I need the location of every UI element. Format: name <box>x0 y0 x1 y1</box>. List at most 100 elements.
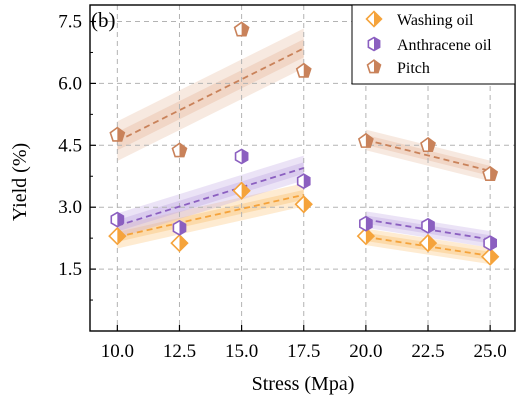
point-s1-1-outline <box>172 219 187 236</box>
point-s1-0-outline <box>110 211 125 228</box>
point-s1-2-half <box>241 149 248 164</box>
point-s2-3-outline <box>295 62 312 78</box>
point-s1-6 <box>483 235 498 252</box>
x-tick-label-6: 25.0 <box>474 341 507 362</box>
point-s2-6-half <box>490 166 498 181</box>
point-s1-3-half <box>303 174 310 189</box>
legend-marker-s0 <box>365 10 383 28</box>
point-s2-1 <box>171 142 188 158</box>
panel-label: (b) <box>91 8 116 32</box>
point-s0-6 <box>480 247 500 266</box>
y-tick-label-3: 6.0 <box>58 73 82 94</box>
point-s2-0 <box>109 126 126 142</box>
point-s1-4-half <box>365 216 372 231</box>
point-s2-4-half <box>365 133 373 148</box>
point-s2-0-half <box>117 127 125 141</box>
legend: Washing oil Anthracene oil Pitch <box>351 4 516 85</box>
point-s0-0-outline <box>108 226 127 246</box>
y-tick-label-0: 1.5 <box>58 259 82 280</box>
point-s0-4 <box>356 226 376 246</box>
point-s0-5-half <box>428 235 437 252</box>
y-tick-label-2: 4.5 <box>58 135 82 156</box>
confidence-band-s1-f0-inner <box>117 162 304 232</box>
legend-label-pitch: Pitch <box>397 60 430 77</box>
fit-line-s0-f0 <box>117 193 304 238</box>
point-s0-1 <box>170 233 189 253</box>
x-tick-label-4: 20.0 <box>349 341 382 362</box>
point-s1-5-half <box>428 218 435 233</box>
point-s0-2-outline <box>232 181 251 200</box>
point-s1-1-half <box>179 220 186 235</box>
point-s0-4-half <box>365 228 374 245</box>
point-s1-0 <box>110 211 125 228</box>
point-s0-3 <box>294 195 313 214</box>
point-s2-5-outline <box>420 136 436 153</box>
x-tick-label-1: 12.5 <box>163 341 196 362</box>
point-s2-6 <box>482 165 499 181</box>
point-s2-5-half <box>428 137 435 152</box>
point-s0-3-half <box>303 196 312 213</box>
legend-marker-s2 <box>366 59 382 74</box>
y-tick-label-4: 7.5 <box>58 12 82 33</box>
data-points <box>108 21 500 266</box>
fit-line-s2-f0 <box>116 47 305 142</box>
point-s0-4-outline <box>356 226 376 246</box>
point-s1-4 <box>359 215 373 232</box>
fit-line-s2-f1 <box>365 139 491 172</box>
y-axis-title: Yield (%) <box>9 143 31 221</box>
point-s2-1-outline <box>171 142 188 158</box>
point-s1-6-half <box>490 236 497 251</box>
x-tick-label-2: 15.0 <box>225 341 258 362</box>
point-s0-1-half <box>179 235 188 252</box>
point-s2-4-outline <box>357 132 374 148</box>
point-s0-0-half <box>117 228 126 245</box>
legend-marker-s1-half <box>374 37 380 51</box>
legend-marker-s2-half <box>374 60 381 73</box>
legend-label-anthracene-oil: Anthracene oil <box>397 37 492 54</box>
legend-marker-s0-outline <box>365 10 383 28</box>
point-s0-2 <box>232 181 251 200</box>
point-s1-3 <box>296 173 311 190</box>
point-s0-2-half <box>241 182 250 199</box>
plot-frame <box>89 4 516 332</box>
point-s1-2-outline <box>234 148 249 165</box>
point-s1-5 <box>421 217 435 234</box>
legend-marker-s1-outline <box>367 36 381 52</box>
x-axis-title: Stress (Mpa) <box>252 373 355 395</box>
point-s2-0-outline <box>109 126 126 142</box>
point-s1-2 <box>234 148 249 165</box>
legend-marker-s2-outline <box>366 59 382 74</box>
point-s0-5-outline <box>418 233 438 253</box>
point-s0-1-outline <box>170 233 189 253</box>
y-tick-label-1: 3.0 <box>58 197 82 218</box>
point-s2-3 <box>295 62 312 78</box>
point-s1-5-outline <box>421 217 435 234</box>
point-s2-6-outline <box>482 165 499 181</box>
axes: 10.0 12.5 15.0 17.5 20.0 22.5 25.0 1.5 3.0 4.5 6.0… <box>58 12 507 362</box>
point-s1-1 <box>172 219 187 236</box>
point-s2-5 <box>420 136 436 153</box>
point-s2-2 <box>233 21 250 37</box>
point-s2-1-half <box>179 143 187 157</box>
point-s0-3-outline <box>294 195 313 214</box>
confidence-band-s1-f0-outer <box>117 155 304 239</box>
point-s1-4-outline <box>359 215 373 232</box>
legend-marker-s0-half <box>374 11 382 27</box>
point-s2-2-half <box>241 22 249 36</box>
x-tick-label-0: 10.0 <box>101 341 134 362</box>
fit-line-s1-f0 <box>117 167 305 227</box>
point-s0-5 <box>418 233 438 253</box>
point-s1-0-half <box>117 212 124 227</box>
legend-label-washing-oil: Washing oil <box>397 12 474 29</box>
point-s2-4 <box>357 132 374 148</box>
point-s1-3-outline <box>296 173 311 190</box>
point-s0-6-outline <box>480 247 500 266</box>
x-tick-label-5: 22.5 <box>411 341 444 362</box>
point-s1-6-outline <box>483 235 498 252</box>
point-s0-6-half <box>490 248 499 265</box>
x-tick-label-3: 17.5 <box>287 341 320 362</box>
legend-marker-s1 <box>367 36 381 52</box>
point-s2-3-half <box>303 63 311 77</box>
point-s0-0 <box>108 226 127 246</box>
